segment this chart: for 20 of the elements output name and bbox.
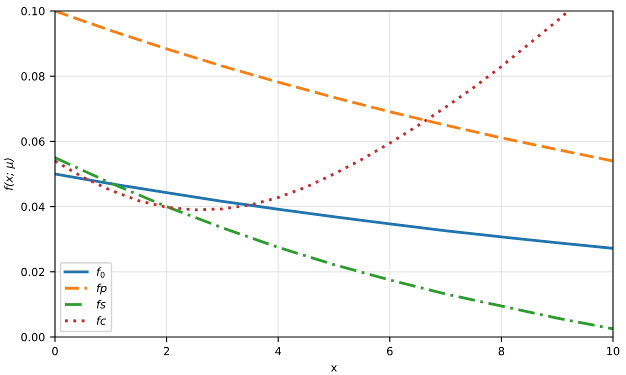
legend-label: fs [96, 300, 106, 309]
line-series [55, 156, 613, 330]
line-series [55, 172, 613, 250]
y-tick-label: 0.06 [21, 137, 45, 146]
legend-label: fc [96, 316, 106, 325]
y-axis-title: f(x; μ) [4, 158, 15, 190]
x-tick-label: 8 [498, 346, 504, 356]
x-tick-label: 2 [164, 346, 170, 356]
x-tick-label: 0 [52, 346, 58, 356]
x-tick-label: 10 [607, 346, 620, 356]
y-tick-label: 0.08 [21, 72, 45, 81]
x-tick-label: 4 [275, 347, 282, 356]
y-tick-label: 0.00 [21, 332, 45, 342]
y-tick-label: 0.02 [21, 268, 44, 276]
legend-label: fp [96, 284, 107, 294]
y-tick-label: 0.04 [21, 202, 45, 211]
x-axis-title: x [331, 365, 337, 372]
legend-label: f$_{0}$ [96, 267, 105, 278]
y-tick-label: 0.10 [21, 6, 45, 16]
x-tick-label: 6 [387, 346, 393, 356]
